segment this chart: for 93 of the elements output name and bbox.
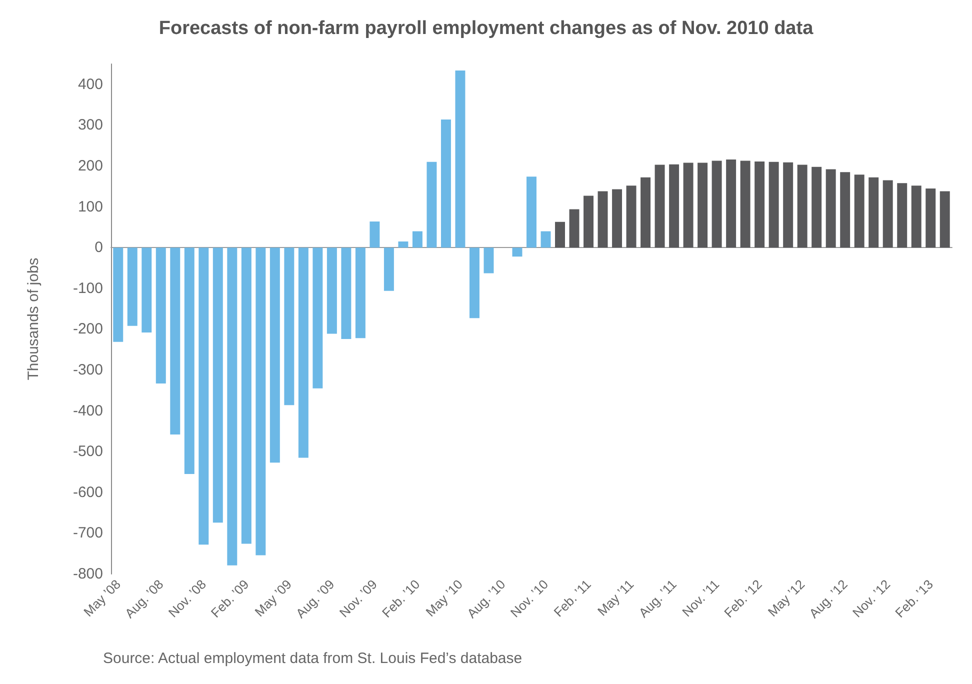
y-tick-label: -700	[72, 524, 103, 542]
bar	[911, 186, 922, 248]
bar	[926, 188, 936, 248]
bar	[212, 248, 223, 523]
bar	[113, 248, 124, 342]
x-tick-label: May ’09	[252, 576, 294, 620]
y-tick-label: -300	[72, 362, 103, 378]
bar	[526, 176, 536, 248]
bar	[840, 172, 850, 248]
bar	[326, 248, 337, 334]
y-tick-label: 0	[94, 239, 103, 256]
bar	[355, 248, 366, 338]
bar	[512, 248, 522, 257]
bar	[712, 160, 722, 248]
y-tick-label: -200	[72, 320, 103, 338]
bar	[127, 248, 138, 326]
x-tick-label: Aug. ’10	[464, 576, 508, 621]
x-tick-label: Nov. ’12	[850, 576, 894, 620]
x-tick-label: Aug. ’11	[636, 576, 680, 620]
bar	[156, 248, 166, 384]
bar	[227, 248, 238, 566]
bar	[384, 248, 394, 291]
bar	[897, 183, 908, 248]
bar	[555, 222, 565, 248]
bar	[882, 180, 893, 248]
y-tick-label: -800	[72, 566, 103, 582]
bar	[812, 166, 822, 248]
x-tick-label: Feb. ’12	[721, 576, 765, 620]
bar	[469, 248, 480, 318]
bar	[626, 186, 636, 248]
x-tick-label: Nov. ’09	[336, 576, 380, 620]
bar	[412, 231, 422, 248]
bar	[669, 164, 680, 248]
x-tick-label: Aug. ’12	[806, 576, 850, 621]
bar	[312, 248, 323, 388]
chart-title: Forecasts of non-farm payroll employment changes as of Nov. 2010 data	[158, 18, 814, 39]
bar	[683, 162, 694, 248]
x-tick-label: Feb. ’09	[208, 576, 252, 620]
y-tick-label: -400	[72, 402, 103, 420]
bar	[598, 191, 608, 248]
bar	[826, 169, 836, 248]
x-tick-label: Aug. ’08	[122, 576, 166, 621]
bar	[740, 160, 750, 248]
bar	[426, 162, 437, 248]
bar	[270, 248, 280, 463]
bar	[440, 119, 451, 248]
x-tick-label: Nov. ’08	[165, 576, 209, 620]
bar	[484, 248, 494, 274]
bar	[341, 248, 352, 339]
bar	[868, 177, 879, 248]
bar	[584, 196, 594, 248]
bar	[797, 164, 808, 248]
x-tick-label: Feb. ’10	[378, 576, 423, 620]
bar	[768, 162, 779, 248]
x-tick-label: Aug. ’09	[292, 576, 338, 621]
x-tick-label: May ’12	[764, 576, 808, 620]
bar	[398, 241, 408, 248]
bar	[284, 248, 294, 406]
bar	[612, 189, 622, 248]
bar	[256, 248, 266, 556]
x-tick-label: Nov. ’11	[679, 576, 722, 620]
x-tick-label: May ’11	[594, 576, 637, 619]
bar	[754, 162, 765, 248]
x-tick-label: Nov. ’10	[507, 576, 552, 620]
x-tick-label: Feb. ’13	[892, 576, 936, 620]
bar	[198, 248, 209, 545]
bar	[455, 70, 466, 248]
bar	[854, 174, 864, 248]
bar	[142, 248, 152, 332]
bar	[298, 248, 308, 458]
y-tick-label: -100	[72, 280, 103, 297]
y-tick-label: -500	[72, 443, 103, 460]
bar	[370, 221, 380, 248]
y-tick-label: -600	[72, 484, 103, 501]
x-tick-label: Feb. ’11	[550, 576, 594, 620]
bar	[184, 248, 194, 474]
bar	[569, 209, 580, 248]
y-tick-label: 300	[78, 116, 103, 134]
bar	[540, 231, 551, 248]
bar	[241, 248, 252, 544]
bar	[940, 191, 950, 248]
bar	[726, 159, 736, 248]
y-tick-label: 200	[78, 158, 103, 174]
x-tick-label: May ’10	[422, 576, 466, 620]
source-note: Source: Actual employment data from St. Louis Fed’s database	[103, 650, 522, 667]
y-tick-label: 100	[78, 198, 103, 216]
y-tick-label: 400	[78, 76, 103, 93]
bar	[640, 177, 651, 248]
bar	[783, 162, 794, 248]
y-axis-title: Thousands of jobs	[25, 258, 42, 380]
bar	[698, 162, 708, 248]
bar	[654, 164, 665, 248]
bar	[170, 248, 180, 434]
